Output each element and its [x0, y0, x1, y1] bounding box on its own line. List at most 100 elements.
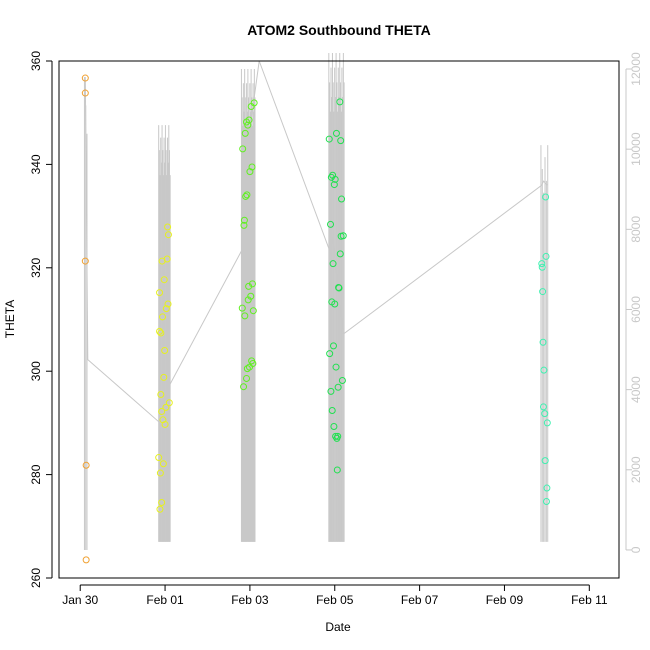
data-point	[159, 460, 167, 468]
right-y-axis: 0 2000 4000 6000 8000 10000 12000	[625, 52, 643, 553]
x-tick-label: Feb 11	[571, 593, 608, 607]
data-point	[164, 231, 172, 239]
data-point	[248, 280, 256, 288]
data-point	[332, 129, 340, 137]
y-tick-label: 340	[29, 154, 43, 174]
data-point	[163, 255, 171, 263]
data-point	[245, 116, 253, 124]
data-point	[329, 342, 337, 350]
data-point	[157, 329, 165, 337]
data-point	[243, 365, 251, 373]
data-point	[338, 377, 346, 385]
data-point	[241, 129, 249, 137]
y2-tick-label: 6000	[629, 296, 643, 323]
data-point	[160, 373, 168, 381]
data-point	[335, 284, 343, 292]
data-point	[161, 347, 169, 355]
data-point	[338, 195, 346, 203]
data-point	[330, 181, 338, 189]
data-point	[327, 387, 335, 395]
data-point	[81, 257, 89, 265]
secondary-line	[84, 60, 548, 423]
x-tick-label: Jan 30	[62, 593, 98, 607]
data-point	[165, 399, 173, 407]
y2-tick-label: 2000	[629, 456, 643, 483]
y-tick-label: 260	[29, 568, 43, 588]
x-axis-label: Date	[325, 620, 351, 634]
data-point	[156, 505, 164, 513]
x-tick-label: Feb 09	[486, 593, 524, 607]
data-point	[240, 221, 248, 229]
data-point	[240, 383, 248, 391]
y2-tick-label: 0	[629, 546, 643, 553]
data-point	[333, 466, 341, 474]
x-tick-label: Feb 07	[401, 593, 439, 607]
data-point	[542, 497, 550, 505]
x-tick-label: Feb 05	[316, 593, 354, 607]
data-point	[543, 484, 551, 492]
data-points	[81, 74, 551, 564]
data-point	[156, 289, 164, 297]
x-tick-label: Feb 01	[146, 593, 184, 607]
plot-frame	[58, 60, 620, 579]
data-point	[325, 135, 333, 143]
data-point	[241, 312, 249, 320]
y2-tick-label: 8000	[629, 216, 643, 243]
y-tick-label: 360	[29, 51, 43, 71]
data-point	[539, 288, 547, 296]
data-point	[542, 193, 550, 201]
y-axis-label: THETA	[3, 300, 17, 338]
data-point	[164, 223, 172, 231]
data-point	[82, 556, 90, 564]
y2-tick-label: 10000	[629, 132, 643, 166]
data-point	[164, 300, 172, 308]
data-point	[81, 74, 89, 82]
data-point	[81, 89, 89, 97]
x-tick-label: Feb 03	[231, 593, 269, 607]
data-point	[161, 420, 169, 428]
data-point	[539, 403, 547, 411]
data-point	[337, 137, 345, 145]
data-point	[243, 191, 251, 199]
data-point	[162, 403, 170, 411]
data-point	[240, 216, 248, 224]
y-tick-label: 300	[29, 361, 43, 381]
data-point	[238, 304, 246, 312]
data-point	[243, 374, 251, 382]
y-tick-label: 280	[29, 464, 43, 484]
y2-tick-label: 12000	[629, 52, 643, 86]
data-point	[158, 499, 166, 507]
data-point	[158, 408, 166, 416]
data-point	[541, 410, 549, 418]
data-point	[250, 99, 258, 107]
data-point	[336, 98, 344, 106]
data-point	[538, 263, 546, 271]
data-point	[162, 305, 170, 313]
data-point	[334, 432, 342, 440]
data-point	[540, 366, 548, 374]
data-point	[239, 145, 247, 153]
data-point	[249, 359, 257, 367]
x-axis: Jan 30 Feb 01 Feb 03 Feb 05 Feb 07 Feb 09 Feb …	[62, 584, 608, 607]
data-point	[329, 260, 337, 268]
data-point	[328, 406, 336, 414]
data-point	[339, 232, 347, 240]
spike-lines	[83, 52, 549, 550]
data-point	[331, 300, 339, 308]
data-point	[332, 363, 340, 371]
data-point	[539, 338, 547, 346]
data-point	[538, 260, 546, 268]
data-point	[244, 121, 252, 129]
data-point	[156, 469, 164, 477]
data-point	[160, 276, 168, 284]
data-point	[334, 383, 342, 391]
data-point	[157, 390, 165, 398]
data-point	[542, 252, 550, 260]
data-point	[159, 313, 167, 321]
data-point	[155, 454, 163, 462]
chart-title: ATOM2 Southbound THETA	[247, 22, 431, 38]
left-y-axis: 260 280 300 320 340 360	[29, 51, 53, 588]
y-tick-label: 320	[29, 257, 43, 277]
data-point	[249, 307, 257, 315]
